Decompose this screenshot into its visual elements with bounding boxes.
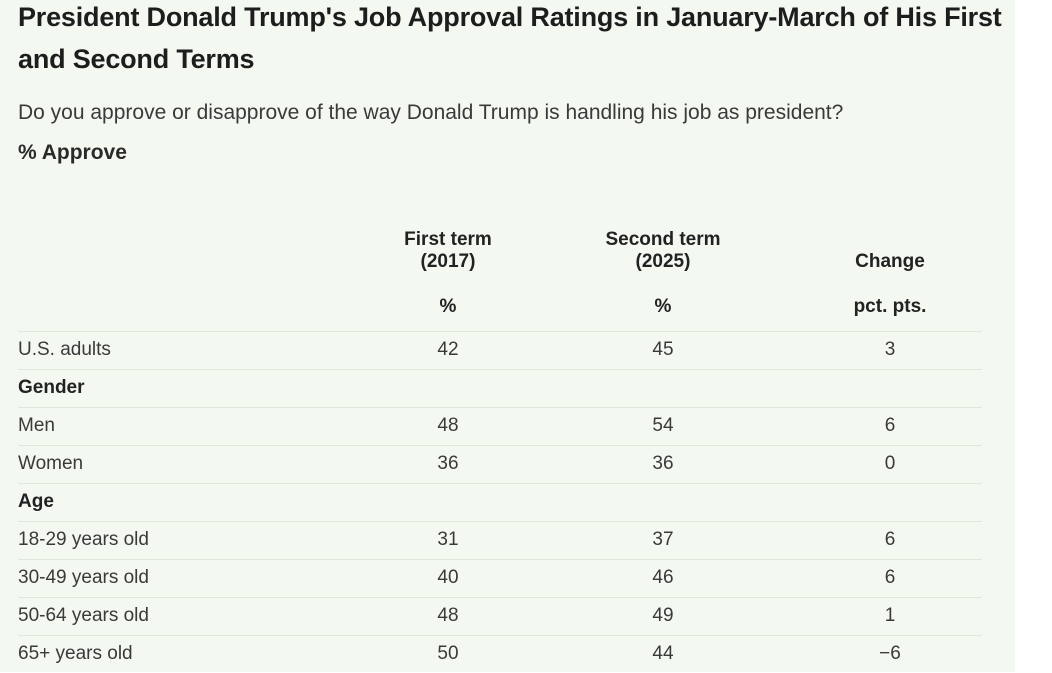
row-label: Men	[18, 415, 55, 436]
row-label: 50-64 years old	[18, 605, 149, 626]
change-value: 6	[884, 529, 896, 550]
first-term-value: 42	[437, 339, 459, 360]
row-label: 30-49 years old	[18, 567, 149, 588]
table-row: Men 48 54 6	[18, 407, 982, 445]
table-row: 18-29 years old 31 37 6	[18, 521, 982, 559]
column-header-second-term: Second term (2025)	[605, 229, 721, 272]
first-term-value: 36	[437, 453, 459, 474]
column-unit-first-term: %	[439, 296, 457, 317]
group-label: Gender	[18, 377, 85, 398]
column-header-change: Change	[855, 251, 925, 272]
second-term-value: 49	[652, 605, 674, 626]
change-value: 3	[884, 339, 896, 360]
table-row: 65+ years old 50 44 −6	[18, 635, 982, 673]
row-label: 18-29 years old	[18, 529, 149, 550]
chart-panel: President Donald Trump's Job Approval Ra…	[0, 0, 1015, 672]
second-term-value: 36	[652, 453, 674, 474]
change-value: 6	[884, 567, 896, 588]
row-label: U.S. adults	[18, 339, 111, 360]
table-group-row: Age	[18, 483, 982, 521]
first-term-value: 50	[437, 643, 459, 664]
measure-label: % Approve	[18, 141, 127, 164]
second-term-value: 44	[652, 643, 674, 664]
table-row: Women 36 36 0	[18, 445, 982, 483]
table-row: 50-64 years old 48 49 1	[18, 597, 982, 635]
column-unit-second-term: %	[654, 296, 672, 317]
table-body: U.S. adults 42 45 3 Gender Men 48 54 6 Women 36 36 0…	[18, 331, 982, 673]
first-term-value: 31	[437, 529, 459, 550]
second-term-value: 37	[652, 529, 674, 550]
column-unit-change: pct. pts.	[853, 296, 927, 317]
table-row: 30-49 years old 40 46 6	[18, 559, 982, 597]
second-term-value: 46	[652, 567, 674, 588]
row-label: 65+ years old	[18, 643, 133, 664]
table-row: U.S. adults 42 45 3	[18, 331, 982, 369]
row-label: Women	[18, 453, 84, 474]
group-label: Age	[18, 491, 54, 512]
column-header-first-term: First term (2017)	[404, 229, 492, 272]
change-value: 0	[884, 453, 896, 474]
change-value: 1	[884, 605, 896, 626]
second-term-value: 45	[652, 339, 674, 360]
change-value: −6	[879, 643, 901, 664]
table-group-row: Gender	[18, 369, 982, 407]
first-term-value: 40	[437, 567, 459, 588]
survey-question: Do you approve or disapprove of the way …	[18, 101, 844, 124]
chart-title: President Donald Trump's Job Approval Ra…	[18, 2, 1002, 74]
second-term-value: 54	[652, 415, 674, 436]
first-term-value: 48	[437, 605, 459, 626]
first-term-value: 48	[437, 415, 459, 436]
change-value: 6	[884, 415, 896, 436]
